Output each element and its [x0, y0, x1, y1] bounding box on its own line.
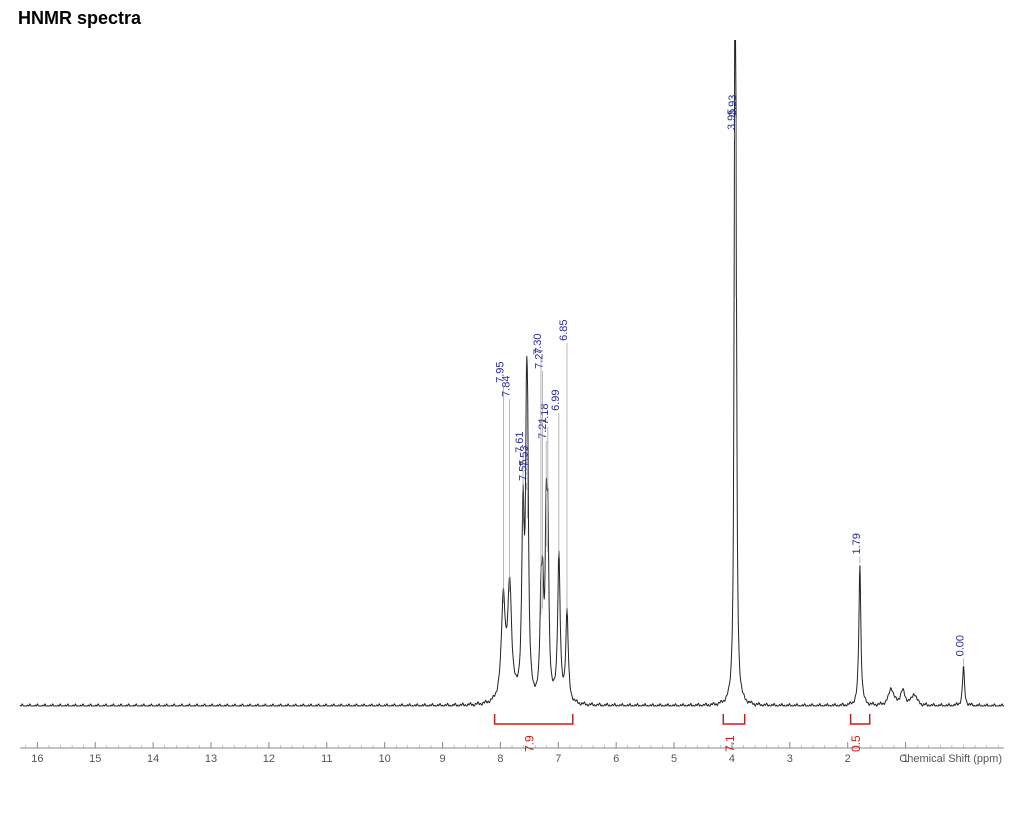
peak-label: 6.85 — [558, 319, 570, 340]
axis-tick-label: 16 — [31, 753, 43, 765]
axis-tick-label: 4 — [729, 753, 735, 765]
axis-tick-label: 5 — [671, 753, 677, 765]
peak-label: 7.95 — [494, 361, 506, 382]
spectrum-trace — [20, 40, 1004, 706]
integral-bracket — [495, 714, 573, 724]
integral-value: 7.9 — [523, 735, 537, 752]
peak-label: 7.30 — [532, 333, 544, 354]
axis-tick-label: 2 — [845, 753, 851, 765]
peak-label: 0.00 — [954, 635, 966, 656]
axis-tick-label: 10 — [379, 753, 391, 765]
peak-label: 1.79 — [851, 533, 863, 554]
axis-tick-label: 7 — [555, 753, 561, 765]
axis-tick-label: 13 — [205, 753, 217, 765]
integral-bracket — [851, 714, 870, 724]
page-title: HNMR spectra — [18, 8, 141, 29]
peak-label: 3.93 — [727, 95, 739, 116]
axis-tick-label: 3 — [787, 753, 793, 765]
axis-tick-label: 8 — [497, 753, 503, 765]
axis-label: Chemical Shift (ppm) — [899, 753, 1002, 765]
axis-tick-label: 12 — [263, 753, 275, 765]
integral-value: 0.5 — [849, 735, 863, 752]
nmr-plot: 16151413121110987654321Chemical Shift (p… — [10, 40, 1014, 780]
nmr-svg: 16151413121110987654321Chemical Shift (p… — [10, 40, 1014, 780]
axis-tick-label: 14 — [147, 753, 159, 765]
axis-tick-label: 15 — [89, 753, 101, 765]
peak-label: 7.61 — [514, 431, 526, 452]
peak-label: 6.99 — [550, 389, 562, 410]
axis-tick-label: 6 — [613, 753, 619, 765]
axis-tick-label: 9 — [439, 753, 445, 765]
axis-tick-label: 11 — [321, 753, 332, 765]
integral-bracket — [723, 714, 744, 724]
integral-value: 7.1 — [723, 735, 737, 752]
